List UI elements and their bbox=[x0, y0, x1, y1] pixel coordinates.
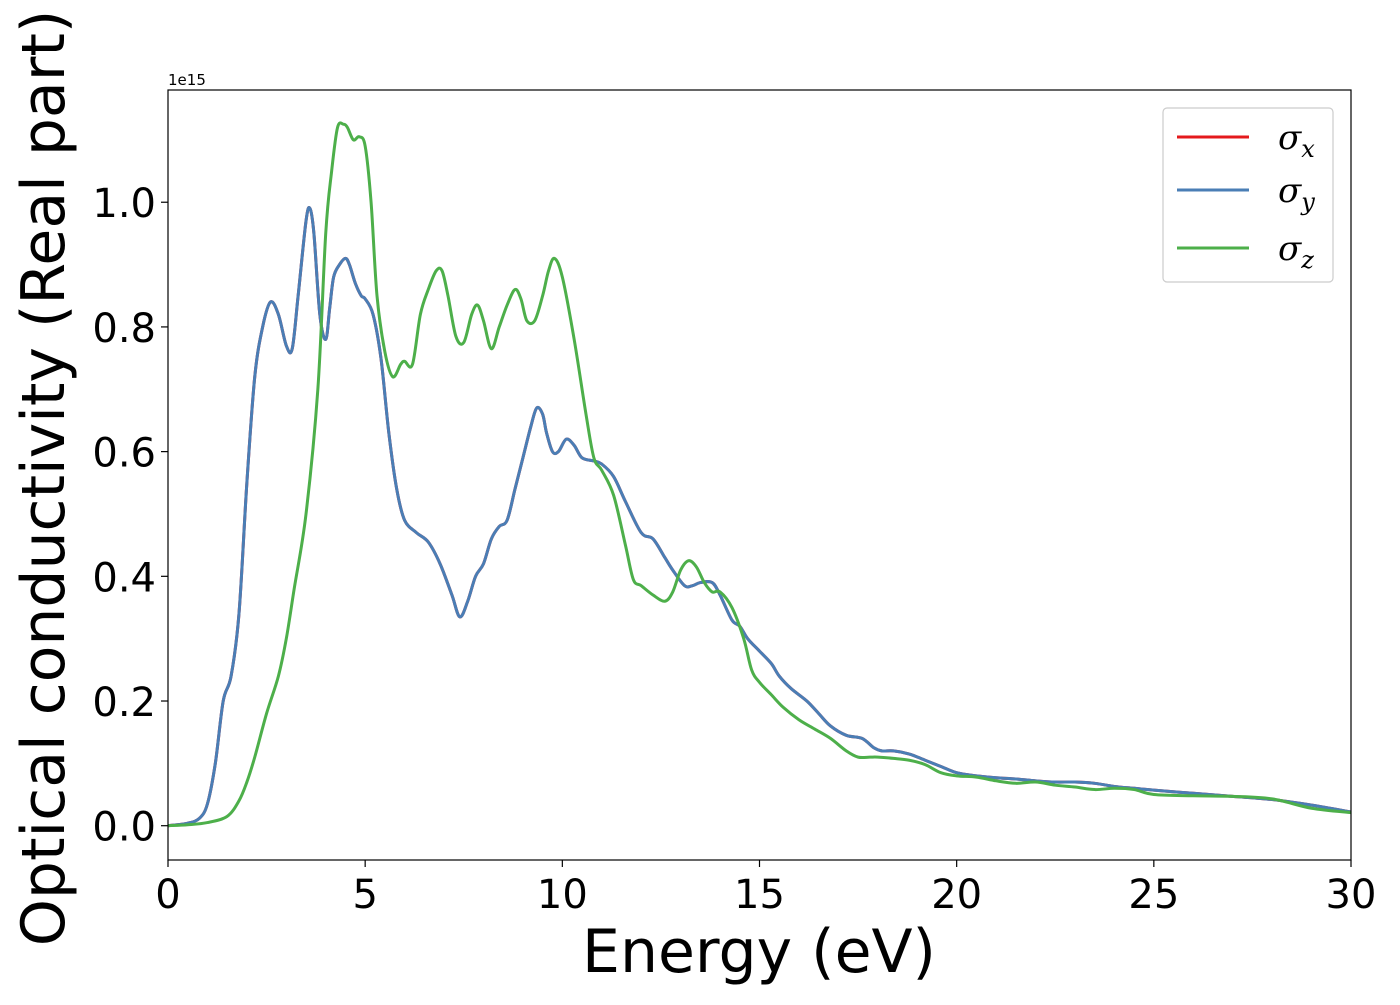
series-line-y bbox=[168, 205, 1351, 828]
legend-label-y: σy bbox=[1278, 171, 1315, 216]
y-tick-label: 1.0 bbox=[92, 181, 156, 227]
series-layer bbox=[168, 121, 1351, 828]
y-tick-label: 0.8 bbox=[92, 306, 156, 352]
axes-layer: 0 5 10 15 20 25 30 0.0 0.2 0.4 0.6 0.8 1.0 bbox=[92, 89, 1377, 918]
x-tick-label: 10 bbox=[537, 872, 588, 918]
x-tick-label: 30 bbox=[1326, 872, 1377, 918]
legend: σx σy σz bbox=[1162, 107, 1334, 283]
series-line-x bbox=[168, 205, 1351, 828]
legend-label-z: σz bbox=[1278, 229, 1314, 274]
y-tick-label: 0.2 bbox=[92, 680, 156, 726]
x-tick-label: 15 bbox=[734, 872, 785, 918]
x-axis-title: Energy (eV) bbox=[582, 917, 936, 987]
legend-box bbox=[1162, 107, 1334, 283]
x-tick-label: 0 bbox=[155, 872, 180, 918]
x-tick-label: 5 bbox=[352, 872, 377, 918]
y-tick-label: 0.0 bbox=[92, 805, 156, 851]
legend-label-x: σx bbox=[1278, 118, 1315, 163]
series-line-z bbox=[168, 121, 1351, 828]
y-offset-label: 1e15 bbox=[168, 71, 206, 89]
y-tick-label: 0.6 bbox=[92, 431, 156, 477]
x-tick-label: 20 bbox=[931, 872, 982, 918]
y-tick-label: 0.4 bbox=[92, 555, 156, 601]
y-axis-title: Optical conductivity (Real part) bbox=[9, 10, 79, 947]
x-tick-label: 25 bbox=[1128, 872, 1179, 918]
